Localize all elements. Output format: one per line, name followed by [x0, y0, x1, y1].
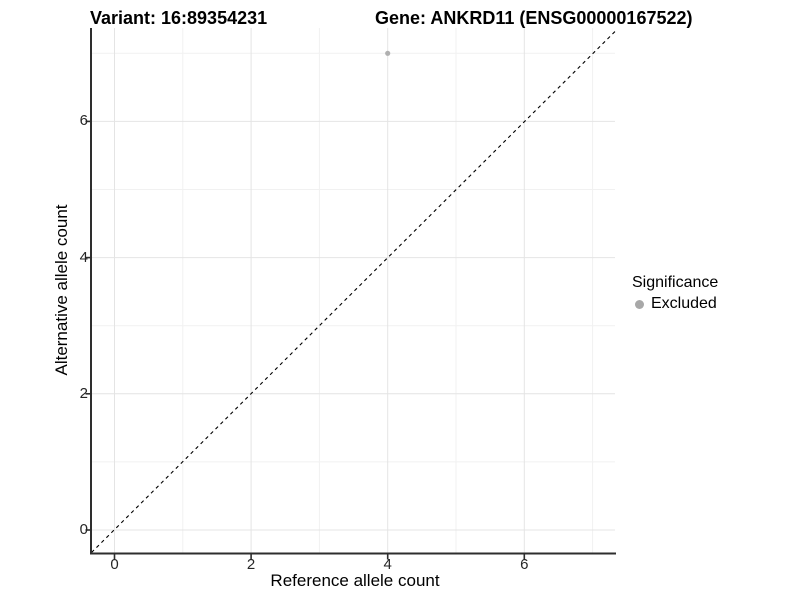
grid-minor-vertical — [182, 28, 594, 553]
legend: Significance Excluded — [632, 274, 718, 313]
y-tick-label-0: 0 — [79, 521, 88, 538]
legend-entry-label: Excluded — [651, 295, 717, 312]
data-point-excluded — [385, 50, 391, 56]
y-tick-label-4: 4 — [79, 248, 88, 266]
grid-major-horizontal — [91, 120, 615, 531]
gene-title: Gene: ANKRD11 (ENSG00000167522) — [375, 8, 693, 28]
x-axis-tick-marks — [113, 554, 526, 560]
x-tick-label-2: 2 — [246, 556, 256, 573]
variant-title: Variant: 16:89354231 — [90, 8, 268, 28]
x-tick-label-4: 4 — [383, 556, 392, 573]
x-tick-label-0: 0 — [110, 556, 119, 573]
identity-reference-line — [91, 30, 616, 553]
grid-major-vertical — [114, 28, 525, 553]
y-tick-label-6: 6 — [79, 112, 88, 130]
legend-entry-excluded: Excluded — [632, 295, 718, 313]
x-axis-title: Reference allele count — [270, 571, 440, 590]
axis-lines — [90, 28, 616, 555]
x-tick-label-6: 6 — [520, 556, 529, 573]
y-tick-label-2: 2 — [79, 384, 88, 402]
legend-point-icon — [635, 299, 644, 309]
y-axis-title: Alternative allele count — [52, 204, 71, 376]
legend-title: Significance — [632, 274, 719, 291]
y-axis-tick-marks — [85, 120, 91, 531]
grid-minor-horizontal — [91, 52, 615, 463]
